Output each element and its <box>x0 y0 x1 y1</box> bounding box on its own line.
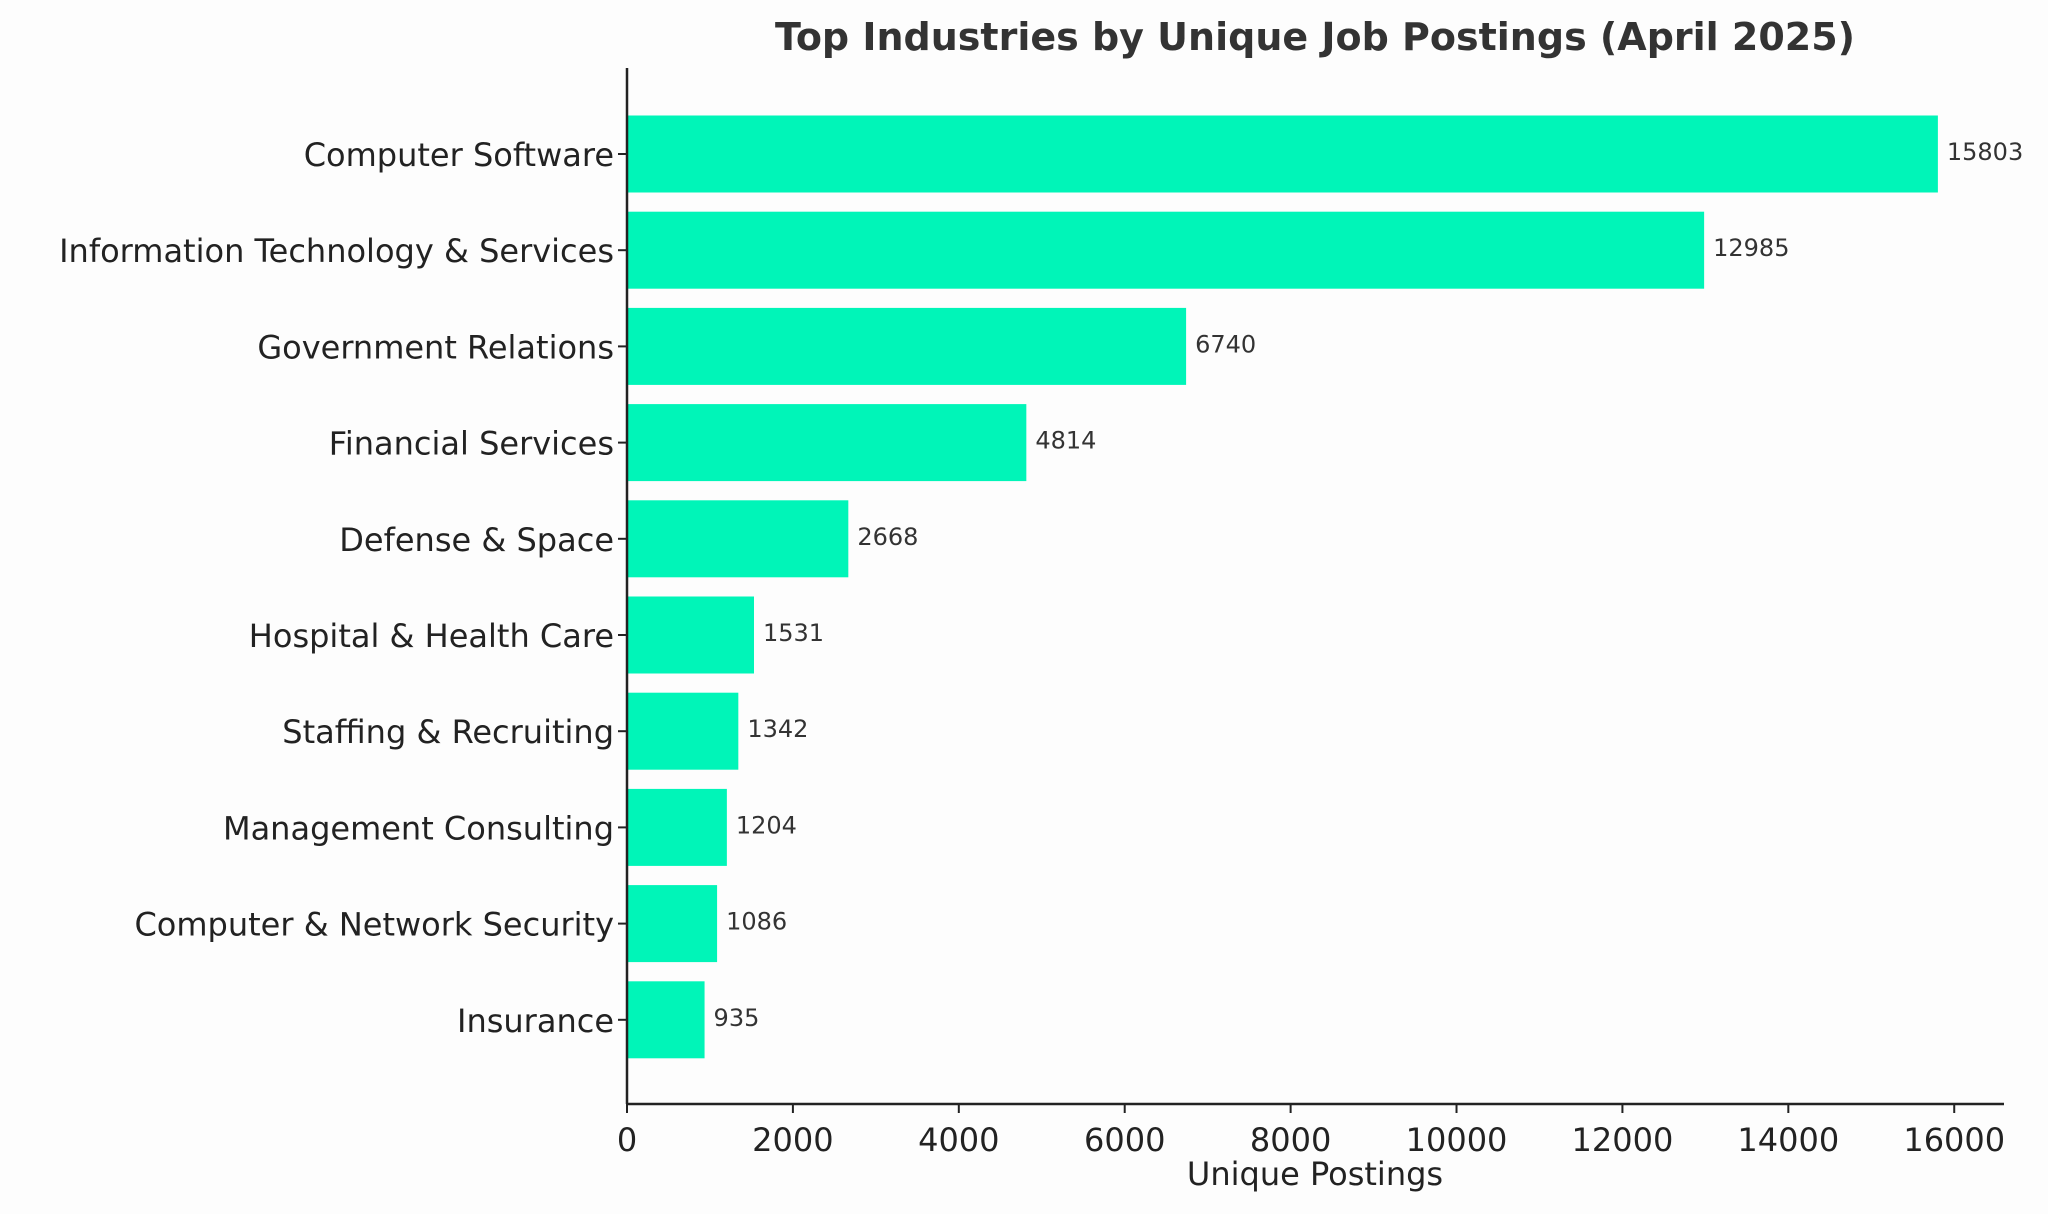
x-tick-label-7: 14000 <box>1737 1121 1839 1159</box>
x-tick-label-0: 0 <box>617 1121 637 1159</box>
x-tick-label-4: 8000 <box>1250 1121 1331 1159</box>
y-ticks-group: Computer Software Information Technology … <box>59 136 627 1040</box>
bar-6 <box>627 692 739 770</box>
category-label-0: Computer Software <box>304 136 614 174</box>
x-ticks-group: 0 2000 4000 6000 8000 10000 12000 14000 16000 <box>617 1104 2005 1159</box>
bar-3 <box>627 404 1027 482</box>
category-label-2: Government Relations <box>257 328 614 366</box>
bar-2 <box>627 307 1187 385</box>
value-label-9: 935 <box>714 1004 760 1032</box>
category-label-6: Staffing & Recruiting <box>282 713 614 751</box>
bar-0 <box>627 115 1938 193</box>
x-tick-label-5: 10000 <box>1406 1121 1508 1159</box>
bar-1 <box>627 211 1705 289</box>
bar-7 <box>627 788 727 866</box>
bar-9 <box>627 981 705 1059</box>
value-label-2: 6740 <box>1195 330 1256 358</box>
category-label-8: Computer & Network Security <box>134 906 614 944</box>
category-label-1: Information Technology & Services <box>59 232 614 270</box>
value-label-8: 1086 <box>726 908 787 936</box>
x-tick-label-1: 2000 <box>752 1121 833 1159</box>
x-tick-label-3: 6000 <box>1084 1121 1165 1159</box>
value-label-7: 1204 <box>736 811 797 839</box>
bars-group <box>627 115 1938 1059</box>
category-label-3: Financial Services <box>329 425 614 463</box>
bar-4 <box>627 500 849 578</box>
category-label-7: Management Consulting <box>223 809 614 847</box>
value-label-6: 1342 <box>747 715 808 743</box>
value-labels-group: 15803 12985 6740 4814 2668 1531 1342 1204 1086 93… <box>714 138 2024 1032</box>
category-label-9: Insurance <box>457 1002 614 1040</box>
value-label-1: 12985 <box>1713 234 1789 262</box>
value-label-4: 2668 <box>857 523 918 551</box>
bar-8 <box>627 885 718 963</box>
bar-5 <box>627 596 754 674</box>
chart-title: Top Industries by Unique Job Postings (A… <box>775 15 1855 59</box>
x-tick-label-8: 16000 <box>1903 1121 2005 1159</box>
value-label-5: 1531 <box>763 619 824 647</box>
x-axis-label: Unique Postings <box>1187 1155 1443 1193</box>
x-tick-label-2: 4000 <box>918 1121 999 1159</box>
category-label-5: Hospital & Health Care <box>249 617 614 655</box>
x-tick-label-6: 12000 <box>1572 1121 1674 1159</box>
category-label-4: Defense & Space <box>339 521 614 559</box>
value-label-3: 4814 <box>1035 427 1096 455</box>
value-label-0: 15803 <box>1947 138 2023 166</box>
